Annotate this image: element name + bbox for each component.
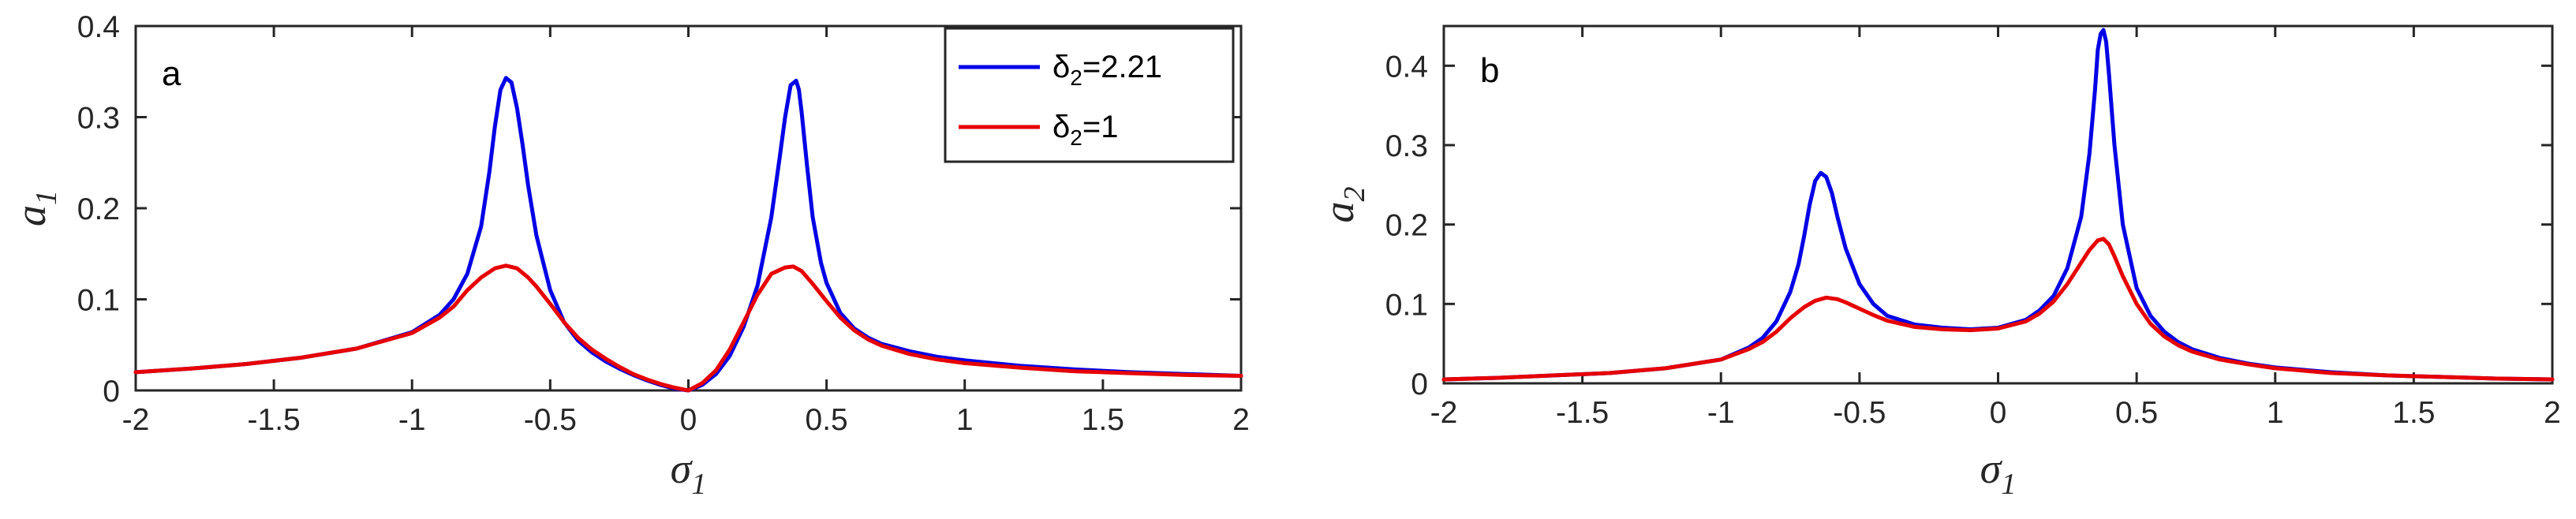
y-tick-label-b-0: 0: [1411, 368, 1428, 401]
legend-entry-1-sub: 2: [1070, 65, 1082, 90]
x-tick-label-a-1: -1.5: [248, 403, 301, 437]
y-tick-label-b-2: 0.2: [1385, 209, 1428, 243]
x-tick-label-a-2: -1: [398, 403, 426, 437]
series-line-b-1: [1441, 237, 2555, 382]
x-tick-label-b-3: -0.5: [1833, 396, 1886, 430]
x-tick-label-b-6: 1: [2267, 396, 2284, 430]
x-tick-label-b-4: 0: [1990, 396, 2007, 430]
legend-entry-1-value: =2.21: [1082, 50, 1162, 84]
x-axis-label-sub-b: 1: [2001, 468, 2016, 501]
legend-entry-2: δ2=1: [1052, 110, 1118, 150]
y-axis-label-b: a2: [1315, 187, 1371, 223]
y-tick-label-a-0: 0: [103, 375, 120, 409]
y-tick-label-b-4: 0.4: [1385, 50, 1428, 84]
y-axis-label-sub-a: 1: [30, 190, 63, 205]
y-axis-label-symbol-a: a: [7, 205, 54, 226]
plot-area-b: [1442, 24, 2554, 385]
y-axis-label-sub-b: 2: [1338, 187, 1371, 202]
y-axis-label-a: a1: [7, 190, 63, 226]
y-tick-label-a-1: 0.1: [77, 284, 120, 318]
x-tick-label-b-5: 0.5: [2115, 396, 2158, 430]
x-tick-label-b-7: 1.5: [2392, 396, 2435, 430]
x-axis-label-b: σ1: [1980, 445, 2017, 501]
x-axis-label-symbol-b: σ: [1980, 445, 2003, 492]
y-tick-label-a-3: 0.3: [77, 102, 120, 136]
x-axis-label-sub-a: 1: [691, 468, 706, 501]
x-tick-label-b-1: -1.5: [1556, 396, 1609, 430]
panel-b-label: b: [1480, 51, 1499, 90]
y-tick-label-a-4: 0.4: [77, 10, 120, 44]
legend-entry-1-symbol: δ: [1052, 50, 1070, 84]
x-tick-label-a-8: 2: [1232, 403, 1250, 437]
panel-a-label: a: [162, 54, 181, 93]
legend: δ2=2.21 δ2=1: [944, 27, 1235, 163]
legend-box: [944, 27, 1235, 163]
x-tick-label-a-5: 0.5: [806, 403, 848, 437]
legend-entry-2-sub: 2: [1070, 125, 1082, 150]
x-tick-label-a-3: -0.5: [524, 403, 577, 437]
x-tick-label-b-8: 2: [2544, 396, 2561, 430]
x-tick-label-a-4: 0: [680, 403, 697, 437]
x-tick-label-a-7: 1.5: [1082, 403, 1124, 437]
legend-entry-1: δ2=2.21: [1052, 50, 1162, 90]
legend-entry-2-symbol: δ: [1052, 110, 1070, 144]
series-line-a-1: [133, 263, 1243, 393]
legend-entry-2-value: =1: [1082, 110, 1119, 144]
x-axis-label-symbol-a: σ: [671, 445, 694, 492]
x-tick-label-b-0: -2: [1430, 396, 1458, 430]
y-tick-label-b-3: 0.3: [1385, 129, 1428, 163]
x-tick-label-b-2: -1: [1707, 396, 1735, 430]
y-tick-label-a-2: 0.2: [77, 192, 120, 226]
y-tick-label-b-1: 0.1: [1385, 288, 1428, 322]
x-tick-label-a-0: -2: [122, 403, 150, 437]
y-axis-label-symbol-b: a: [1315, 202, 1363, 223]
x-tick-label-a-6: 1: [956, 403, 974, 437]
x-axis-label-a: σ1: [671, 445, 707, 501]
